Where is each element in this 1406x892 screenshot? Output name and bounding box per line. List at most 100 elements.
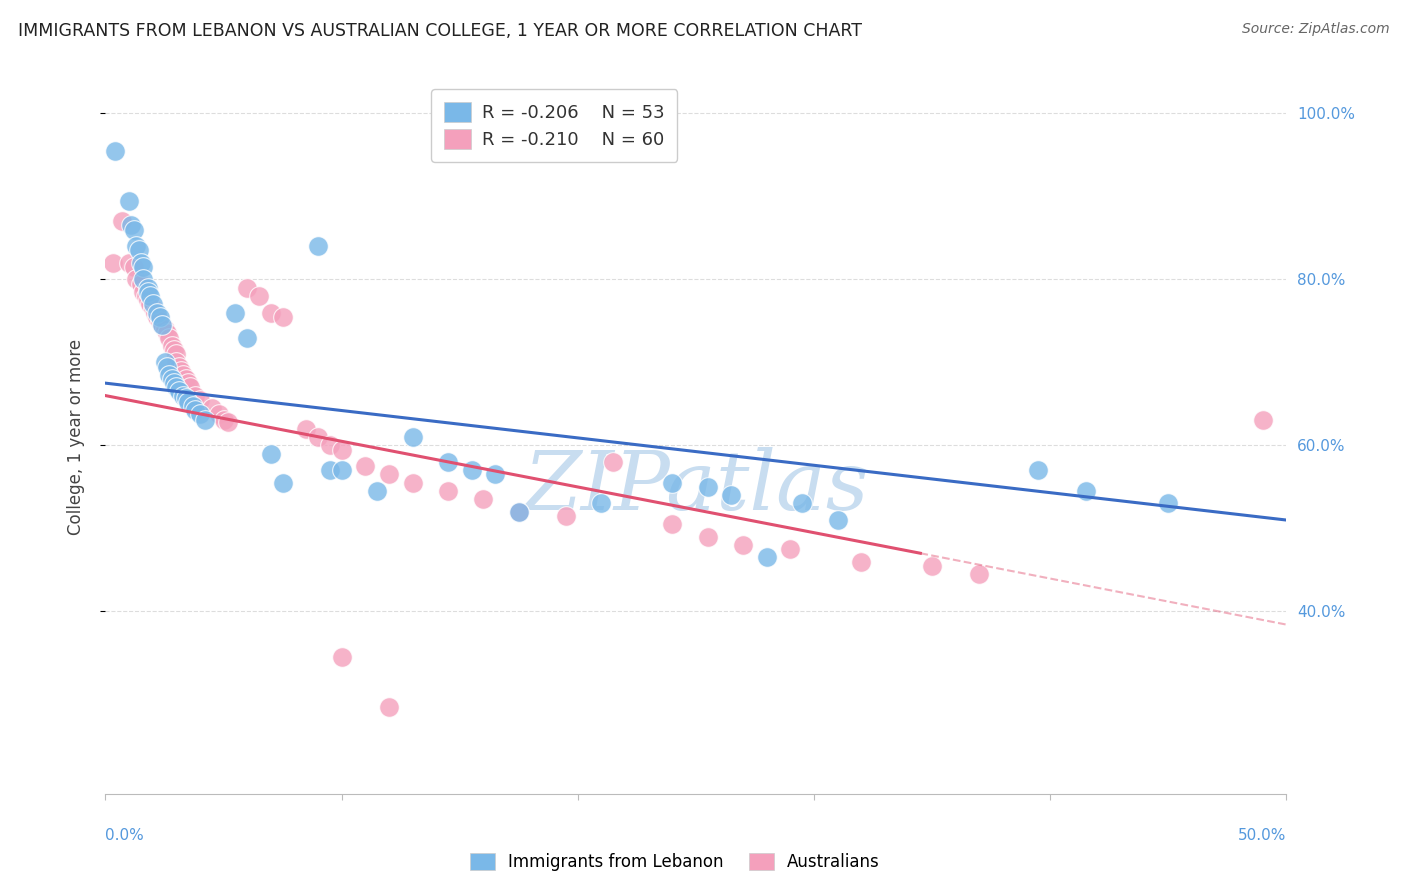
Point: [163, 376, 186, 391]
Point: [295, 422, 318, 436]
Point: [174, 372, 197, 386]
Point: [156, 326, 179, 341]
Point: [125, 272, 148, 286]
Point: [132, 272, 155, 286]
Point: [194, 413, 217, 427]
Point: [212, 413, 235, 427]
Point: [167, 384, 190, 399]
Point: [118, 194, 141, 208]
Point: [165, 355, 187, 369]
Legend: R = -0.206    N = 53, R = -0.210    N = 60: R = -0.206 N = 53, R = -0.210 N = 60: [432, 89, 678, 161]
Legend: Immigrants from Lebanon, Australians: Immigrants from Lebanon, Australians: [461, 845, 889, 880]
Point: [591, 496, 613, 510]
Point: [733, 538, 755, 552]
Text: 0.0%: 0.0%: [105, 828, 145, 843]
Point: [153, 355, 176, 369]
Point: [792, 496, 814, 510]
Point: [921, 558, 943, 573]
Point: [136, 281, 159, 295]
Point: [851, 555, 873, 569]
Point: [271, 310, 294, 324]
Point: [165, 380, 187, 394]
Y-axis label: College, 1 year or more: College, 1 year or more: [66, 339, 84, 535]
Point: [135, 289, 157, 303]
Point: [330, 442, 353, 457]
Point: [484, 467, 506, 482]
Point: [437, 455, 460, 469]
Point: [136, 285, 159, 299]
Point: [827, 513, 849, 527]
Point: [330, 463, 353, 477]
Point: [366, 483, 388, 498]
Point: [755, 550, 778, 565]
Point: [217, 415, 239, 429]
Point: [188, 392, 211, 407]
Point: [224, 305, 246, 319]
Point: [172, 368, 194, 382]
Point: [160, 372, 183, 386]
Point: [153, 322, 176, 336]
Point: [160, 339, 183, 353]
Point: [146, 310, 169, 324]
Point: [122, 222, 145, 236]
Point: [129, 277, 152, 291]
Point: [179, 380, 201, 394]
Point: [602, 455, 624, 469]
Point: [181, 399, 204, 413]
Point: [696, 530, 718, 544]
Point: [104, 144, 127, 158]
Point: [319, 438, 342, 452]
Point: [330, 650, 353, 665]
Point: [139, 289, 162, 303]
Point: [143, 305, 166, 319]
Point: [163, 343, 186, 357]
Point: [184, 388, 207, 402]
Point: [184, 402, 207, 417]
Point: [118, 256, 141, 270]
Point: [149, 310, 172, 324]
Point: [236, 330, 259, 344]
Point: [460, 463, 482, 477]
Point: [319, 463, 342, 477]
Text: Source: ZipAtlas.com: Source: ZipAtlas.com: [1241, 22, 1389, 37]
Point: [142, 301, 165, 316]
Point: [188, 407, 211, 421]
Point: [1074, 483, 1097, 498]
Text: ZIPatlas: ZIPatlas: [523, 447, 869, 527]
Point: [401, 430, 423, 444]
Point: [120, 219, 142, 233]
Point: [508, 505, 530, 519]
Point: [201, 401, 224, 415]
Point: [156, 359, 179, 374]
Point: [247, 289, 270, 303]
Point: [555, 508, 578, 523]
Point: [661, 475, 683, 490]
Point: [101, 256, 124, 270]
Point: [157, 368, 180, 382]
Point: [354, 459, 377, 474]
Point: [661, 517, 683, 532]
Point: [111, 214, 134, 228]
Point: [720, 488, 742, 502]
Point: [129, 256, 152, 270]
Point: [236, 281, 259, 295]
Point: [157, 330, 180, 344]
Point: [779, 542, 801, 557]
Point: [271, 475, 294, 490]
Point: [378, 699, 401, 714]
Point: [508, 505, 530, 519]
Point: [401, 475, 423, 490]
Point: [165, 347, 187, 361]
Point: [125, 239, 148, 253]
Point: [969, 566, 991, 581]
Point: [170, 364, 193, 378]
Point: [177, 395, 200, 409]
Point: [128, 244, 150, 258]
Point: [1028, 463, 1050, 477]
Point: [122, 260, 145, 274]
Point: [307, 239, 329, 253]
Point: [208, 407, 231, 421]
Point: [150, 318, 173, 332]
Point: [696, 480, 718, 494]
Point: [146, 305, 169, 319]
